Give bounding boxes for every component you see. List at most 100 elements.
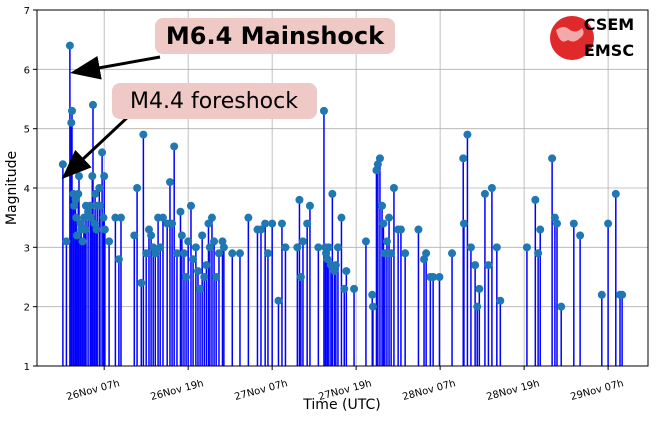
stem-marker (361, 237, 370, 246)
stem-marker (382, 237, 391, 246)
stem-marker (484, 261, 493, 270)
stem-marker (198, 231, 207, 240)
stem-marker (65, 41, 74, 50)
stem-marker (78, 237, 87, 246)
stem-marker (86, 213, 95, 222)
stem-marker (385, 213, 394, 222)
stem-marker (105, 237, 114, 246)
foreshock-arrow (61, 113, 132, 180)
stem-marker (212, 273, 221, 281)
stem-marker (331, 261, 340, 270)
stem-marker (228, 249, 237, 258)
x-tick-label: 29Nov 07h (569, 378, 624, 403)
stem-marker (214, 249, 223, 258)
stem-marker (235, 249, 244, 258)
stem-marker (95, 201, 104, 210)
stem-marker (67, 118, 76, 127)
stem-marker (522, 243, 531, 252)
stem-marker (459, 154, 468, 163)
stem-marker (324, 243, 333, 252)
stem-marker (177, 231, 186, 240)
stem-marker (202, 261, 211, 270)
y-axis-label: Magnitude (4, 151, 20, 225)
stem-marker (72, 213, 81, 222)
stem-marker (536, 225, 545, 234)
stem-marker (459, 219, 468, 228)
stem-marker (204, 219, 213, 228)
stem-marker (176, 207, 185, 216)
stem-marker (342, 267, 351, 276)
y-tick-label: 7 (24, 6, 30, 17)
stem-marker (207, 213, 216, 222)
stem-marker (534, 249, 543, 258)
stem-marker (480, 189, 489, 198)
stem-marker (429, 273, 438, 281)
stem-marker (261, 219, 270, 228)
stem-marker (492, 243, 501, 252)
stem-marker (170, 142, 179, 151)
stem-marker (91, 189, 100, 198)
stem-marker (186, 201, 195, 210)
annotation: M6.4 Mainshock (166, 22, 385, 50)
stem-marker (98, 148, 107, 157)
plot-frame (36, 9, 649, 367)
stem-marker (100, 225, 109, 234)
stem-marker (475, 284, 484, 293)
stem-marker (67, 106, 76, 115)
stem-marker (256, 225, 265, 234)
y-tick-label: 2 (24, 303, 30, 314)
stem-marker (99, 213, 108, 222)
stem-marker (350, 284, 359, 293)
stem-marker (298, 237, 307, 246)
logo-map (556, 27, 584, 42)
stem-marker (130, 231, 139, 240)
stem-marker (277, 219, 286, 228)
stem-marker (305, 201, 314, 210)
y-tick-label: 3 (24, 243, 30, 254)
stem-marker (191, 243, 200, 252)
stem-marker (378, 201, 387, 210)
logo-text: EMSC (584, 41, 634, 60)
stem-marker (139, 130, 148, 139)
stem-marker (168, 219, 177, 228)
stem-marker (165, 178, 174, 187)
stem-marker (422, 249, 431, 258)
stem-marker (340, 284, 349, 293)
stem-marker (210, 237, 219, 246)
stem-marker (368, 302, 377, 311)
stem-marker (319, 106, 328, 115)
x-tick-label: 26Nov 07h (65, 378, 120, 403)
stem-marker (314, 243, 323, 252)
stem-marker (142, 249, 151, 258)
stem-marker (557, 302, 566, 311)
stem-marker (375, 154, 384, 163)
stem-marker (116, 213, 125, 222)
stem-marker (576, 231, 585, 240)
stem-marker (74, 172, 83, 181)
stem-marker (531, 195, 540, 204)
y-tick-label: 1 (24, 362, 30, 373)
stem-marker (184, 237, 193, 246)
stem-marker (114, 255, 123, 264)
stem-marker (463, 130, 472, 139)
stem-marker (193, 267, 202, 276)
stem-marker (448, 249, 457, 258)
stem-marker (548, 154, 557, 163)
stem-marker (268, 219, 277, 228)
annotation: M4.4 foreshock (130, 89, 298, 114)
stem-marker (435, 273, 444, 281)
stem-marker (219, 243, 228, 252)
stem-marker (487, 184, 496, 192)
stem-marker (111, 213, 120, 222)
stem-marker (100, 172, 109, 181)
stem-marker (303, 219, 312, 228)
annotation-box (112, 83, 317, 119)
y-tick-label: 5 (24, 125, 30, 136)
stem-marker (74, 189, 83, 198)
stem-marker (196, 284, 205, 293)
stem-marker (401, 249, 410, 258)
stem-marker (72, 231, 81, 240)
stem-marker (88, 172, 97, 181)
